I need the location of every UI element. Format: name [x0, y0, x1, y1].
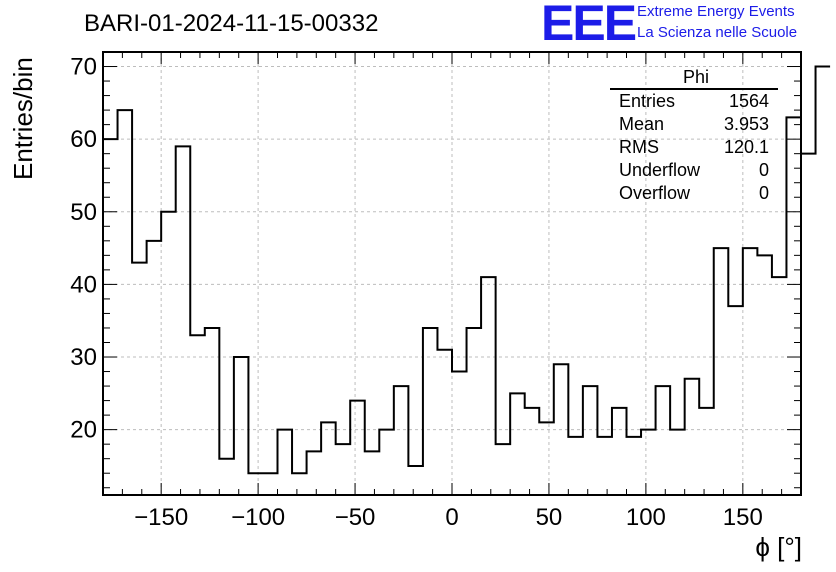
histogram-bin	[481, 277, 496, 495]
stats-value: 0	[758, 160, 769, 180]
x-tick-label: 150	[723, 504, 763, 531]
x-tick-label: 50	[536, 504, 563, 531]
stats-row-underflow: Underflow 0	[610, 159, 778, 182]
histogram-bin	[612, 408, 627, 495]
stats-value: 0	[758, 183, 769, 203]
histogram-bin	[627, 437, 642, 495]
histogram-bin	[219, 459, 234, 495]
chart-title: BARI-01-2024-11-15-00332	[84, 10, 379, 37]
histogram-bin	[554, 364, 569, 495]
x-tick-label: −150	[134, 504, 188, 531]
histogram-bin	[190, 335, 205, 495]
histogram-bin	[350, 401, 365, 495]
histogram-bin	[205, 328, 220, 495]
stats-row-overflow: Overflow 0	[610, 182, 778, 205]
histogram-bin	[583, 386, 598, 495]
y-tick-label: 30	[70, 344, 97, 371]
histogram-bin	[728, 306, 743, 495]
histogram-bin	[423, 328, 438, 495]
y-tick-label: 70	[70, 54, 97, 81]
y-tick-label: 50	[70, 199, 97, 226]
stats-value: 3.953	[723, 114, 769, 134]
histogram-bin	[525, 408, 540, 495]
histogram-bin	[263, 473, 278, 495]
histogram-bin	[132, 263, 147, 495]
stats-row-rms: RMS 120.1	[610, 136, 778, 159]
y-tick-label: 40	[70, 271, 97, 298]
histogram-bin	[379, 430, 394, 495]
histogram-outline	[103, 65, 831, 475]
histogram-bin	[321, 422, 336, 495]
histogram-bin	[437, 350, 452, 495]
x-tick-label: 0	[445, 504, 458, 531]
histogram-bin	[786, 117, 801, 495]
histogram-bin	[336, 444, 351, 495]
histogram-bin	[452, 372, 467, 495]
histogram-bin	[714, 248, 729, 495]
eee-logo: EEE	[541, 0, 637, 51]
y-tick-label: 60	[70, 126, 97, 153]
histogram-bin	[147, 241, 162, 495]
histogram-bin	[365, 451, 380, 495]
histogram-bin	[408, 466, 423, 495]
stats-box: Phi Entries 1564 Mean 3.953 RMS 120.1 Un…	[610, 66, 778, 205]
histogram-bin	[568, 437, 583, 495]
histogram-bin	[248, 473, 263, 495]
x-tick-label: 100	[626, 504, 666, 531]
histogram-bin	[816, 67, 831, 495]
histogram-bin	[743, 248, 758, 495]
x-axis-label: ϕ [°]	[755, 532, 802, 562]
histogram-bin	[292, 473, 307, 495]
logo-subtitle-2: La Scienza nelle Scuole	[637, 24, 798, 41]
histogram-bin	[539, 422, 554, 495]
logo-subtitle-1: Extreme Energy Events	[637, 3, 795, 20]
x-tick-label: −50	[335, 504, 376, 531]
histogram-bin	[394, 386, 409, 495]
stats-label: Underflow	[619, 160, 701, 180]
histogram-bin	[161, 212, 176, 495]
stats-label: Overflow	[619, 183, 691, 203]
stats-label: RMS	[619, 137, 659, 157]
stats-value: 1564	[728, 91, 769, 111]
y-axis-label: Entries/bin	[8, 57, 38, 180]
histogram-bin	[307, 451, 322, 495]
histogram-bin	[699, 408, 714, 495]
histogram-bin	[103, 139, 118, 495]
stats-box-title: Phi	[610, 66, 778, 90]
histogram-bin	[496, 444, 511, 495]
stats-row-entries: Entries 1564	[610, 90, 778, 113]
histogram-bin	[801, 154, 816, 495]
stats-label: Mean	[619, 114, 665, 134]
histogram-bin	[467, 328, 482, 495]
stats-label: Entries	[619, 91, 676, 111]
x-tick-label: −100	[231, 504, 285, 531]
histogram-bin	[176, 146, 191, 495]
histogram-bin	[772, 277, 787, 495]
histogram-bin	[757, 255, 772, 495]
histogram-bin	[118, 110, 133, 495]
stats-value: 120.1	[723, 137, 769, 157]
histogram-bin	[278, 430, 293, 495]
histogram-bin	[597, 437, 612, 495]
stats-row-mean: Mean 3.953	[610, 113, 778, 136]
histogram-bin	[670, 430, 685, 495]
histogram-bin	[641, 430, 656, 495]
histogram-bin	[656, 386, 671, 495]
histogram-bin	[685, 379, 700, 495]
histogram-bin	[510, 393, 525, 495]
y-tick-label: 20	[70, 417, 97, 444]
histogram-bin	[234, 357, 249, 495]
